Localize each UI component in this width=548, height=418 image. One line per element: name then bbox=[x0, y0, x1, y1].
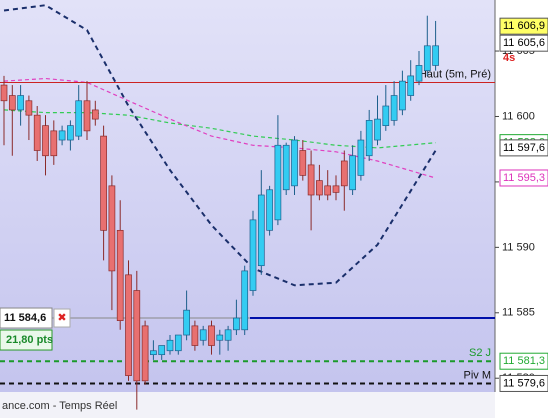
level-label: Piv M bbox=[464, 369, 492, 381]
candle-body bbox=[274, 144, 282, 221]
candle-body bbox=[17, 95, 24, 111]
candle-body bbox=[158, 345, 166, 356]
level-label: Haut (5m, Pré) bbox=[419, 68, 491, 80]
pnl-box bbox=[0, 329, 53, 351]
footer: ance.com - Temps Réel bbox=[2, 400, 117, 412]
candle-body bbox=[100, 135, 107, 231]
candle-body bbox=[415, 65, 423, 82]
candle-body bbox=[357, 139, 365, 176]
candle-body bbox=[432, 45, 439, 66]
candle-body bbox=[307, 164, 315, 196]
candle-body bbox=[224, 329, 232, 341]
position-box bbox=[0, 307, 53, 329]
candle-body bbox=[150, 350, 157, 356]
close-icon[interactable]: ✖ bbox=[57, 312, 66, 324]
footer-bar bbox=[0, 392, 495, 418]
candle-body bbox=[58, 130, 66, 141]
candle-body bbox=[208, 325, 215, 346]
price-tag bbox=[499, 17, 548, 35]
price-tag bbox=[499, 352, 548, 370]
candle-body bbox=[174, 334, 182, 352]
axis-panel bbox=[495, 0, 548, 418]
price-tag bbox=[499, 139, 548, 157]
pnl-label: 21,80 pts bbox=[6, 334, 53, 346]
close-button[interactable] bbox=[53, 308, 71, 328]
candle-body bbox=[332, 185, 340, 193]
candle-body bbox=[316, 180, 323, 196]
candle-body bbox=[42, 125, 49, 157]
position-price: 11 584,6 bbox=[4, 312, 46, 324]
candle-body bbox=[399, 80, 406, 111]
candle-body bbox=[257, 194, 265, 267]
level-label: S2 J bbox=[469, 347, 491, 359]
candle-body bbox=[407, 75, 415, 96]
indicator-line bbox=[3, 77, 436, 179]
price-tag bbox=[499, 374, 548, 392]
candle-body bbox=[125, 274, 132, 376]
candle-body bbox=[33, 114, 41, 151]
candle-body bbox=[108, 185, 116, 272]
candle-body bbox=[324, 185, 332, 196]
price-tag-label: 11 606,9 bbox=[503, 20, 545, 32]
candle-body bbox=[216, 334, 224, 341]
candle-body bbox=[365, 120, 373, 157]
candle-body bbox=[249, 219, 257, 291]
indicator-line bbox=[3, 4, 437, 287]
price-tag bbox=[499, 34, 548, 52]
candle-body bbox=[282, 144, 290, 191]
candle-body bbox=[133, 290, 141, 382]
candle-body bbox=[141, 325, 149, 382]
candle-body bbox=[340, 160, 348, 187]
candle-body bbox=[191, 325, 199, 346]
candle-body bbox=[390, 95, 398, 121]
candle-body bbox=[83, 100, 91, 132]
y-tick-label: 11 585 bbox=[502, 307, 535, 319]
timer: 4s bbox=[503, 52, 515, 64]
candle-body bbox=[199, 329, 207, 341]
price-tag bbox=[499, 169, 548, 187]
candle-body bbox=[233, 317, 240, 331]
candle-body bbox=[75, 100, 83, 137]
candle-body bbox=[349, 155, 356, 191]
price-tag-label: 11 595,3 bbox=[503, 172, 545, 184]
price-tag-label: 11 597,6 bbox=[503, 142, 545, 154]
candle-body bbox=[374, 118, 381, 141]
candle-body bbox=[8, 95, 16, 111]
price-tag-label: 11 605,6 bbox=[503, 37, 545, 49]
y-tick-label: 11 600 bbox=[502, 110, 535, 122]
candle-body bbox=[25, 100, 33, 116]
candle-body bbox=[423, 45, 431, 72]
y-tick-label: 11 590 bbox=[502, 241, 535, 253]
candle-body bbox=[50, 130, 58, 157]
candle-body bbox=[299, 150, 307, 176]
candle-body bbox=[183, 309, 190, 336]
candle-body bbox=[91, 109, 99, 120]
plot-background bbox=[0, 0, 495, 392]
candle-body bbox=[382, 105, 390, 126]
candle-body bbox=[291, 139, 298, 187]
price-tag-label: 11 579,6 bbox=[503, 377, 545, 389]
candle-body bbox=[166, 339, 174, 352]
price-tag-label: 11 581,3 bbox=[503, 355, 545, 367]
candle-body bbox=[0, 84, 8, 102]
candle-body bbox=[266, 189, 273, 231]
candle-body bbox=[67, 125, 74, 141]
candle-body bbox=[116, 229, 124, 321]
candle-body bbox=[241, 270, 249, 331]
